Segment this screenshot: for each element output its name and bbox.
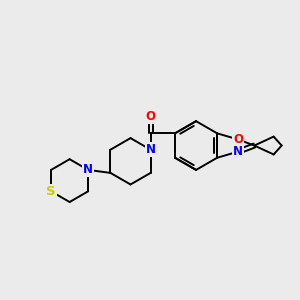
Text: N: N [83, 164, 93, 176]
Text: S: S [46, 185, 56, 198]
Text: O: O [146, 110, 156, 123]
Text: N: N [233, 145, 243, 158]
Text: N: N [146, 143, 156, 156]
Text: O: O [233, 133, 243, 146]
